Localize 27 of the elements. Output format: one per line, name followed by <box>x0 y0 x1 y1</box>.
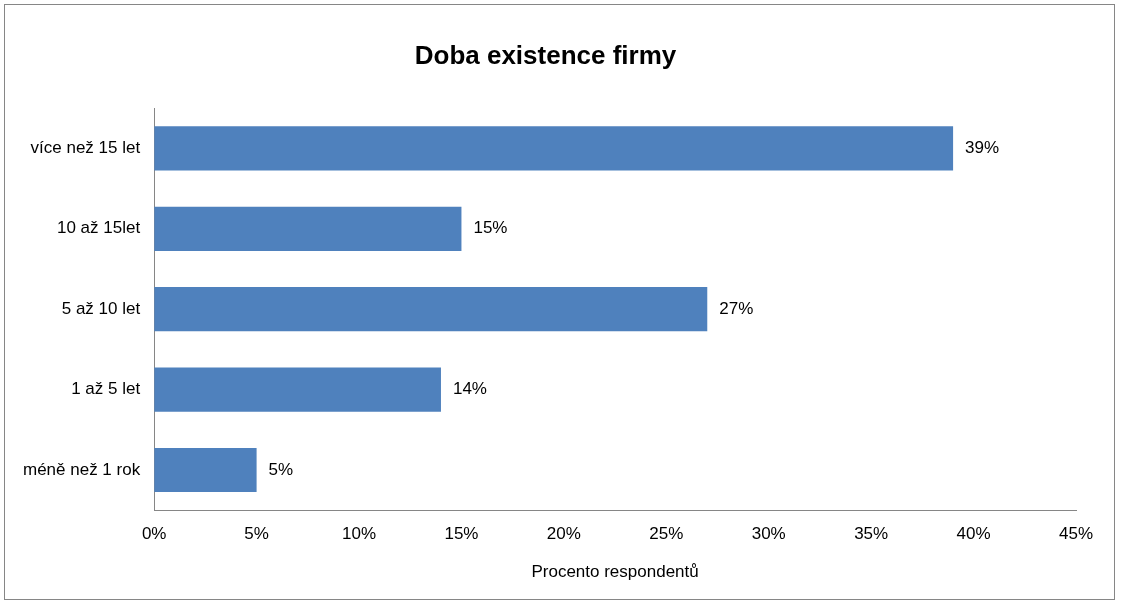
x-tick-label: 5% <box>244 524 269 544</box>
bar <box>154 287 708 332</box>
data-label: 5% <box>268 459 294 479</box>
y-tick-label: 1 až 5 let <box>71 379 141 399</box>
bar <box>154 126 954 171</box>
data-label: 39% <box>965 138 1000 158</box>
bar <box>154 447 257 493</box>
chart-title: Doba existence firmy <box>414 39 677 70</box>
data-label: 14% <box>452 379 487 399</box>
x-tick-label: 35% <box>854 524 889 544</box>
data-label: 15% <box>473 218 508 238</box>
x-tick-label: 20% <box>546 524 581 544</box>
data-label: 27% <box>719 298 754 318</box>
x-axis-title: Procento respondentů <box>531 562 699 582</box>
x-tick-label: 10% <box>342 524 377 544</box>
bar <box>154 206 462 251</box>
y-tick-label: více než 15 let <box>30 138 141 158</box>
x-tick-label: 25% <box>649 524 684 544</box>
x-tick-label: 45% <box>1058 524 1094 544</box>
y-tick-label: 5 až 10 let <box>61 298 141 318</box>
y-tick-label: 10 až 15let <box>56 218 141 238</box>
x-tick-label: 15% <box>444 524 479 544</box>
x-tick-label: 0% <box>141 524 167 544</box>
x-tick-label: 30% <box>751 524 786 544</box>
y-tick-label: méně než 1 rok <box>22 459 141 479</box>
bar <box>154 367 441 412</box>
x-tick-label: 40% <box>956 524 991 544</box>
